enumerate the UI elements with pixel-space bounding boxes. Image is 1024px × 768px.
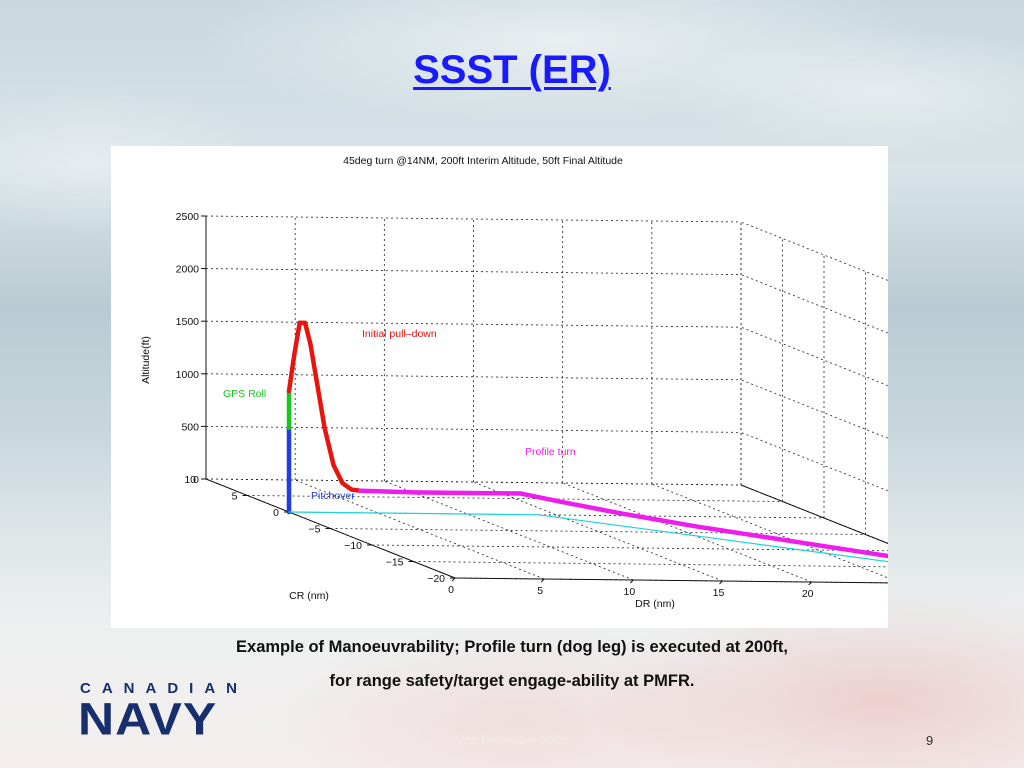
chart-title: 45deg turn @14NM, 200ft Interim Altitude… — [343, 155, 623, 167]
x-tick-label: 0 — [448, 584, 454, 596]
x-axis-label: DR (nm) — [635, 598, 675, 610]
box-edge — [740, 484, 888, 544]
y-tick-label: 0 — [273, 507, 279, 519]
x-tick-label: 15 — [713, 587, 725, 599]
caption-line-2: for range safety/target engage-ability a… — [329, 672, 695, 690]
y-axis-label: CR (nm) — [289, 590, 329, 602]
caption-line-1: Example of Manoeuvrability; Profile turn… — [236, 638, 788, 656]
y-tick-label: 5 — [232, 491, 238, 503]
annotation-gps-roll: GPS Roll — [223, 388, 266, 400]
grid-line — [371, 544, 888, 552]
chart-figure: 0510152025301050−5−10−15−200500100015002… — [111, 146, 888, 628]
grid-line — [205, 426, 742, 433]
annotation-initial-pull-down: Initial pull–down — [362, 328, 437, 340]
y-tick-label: −5 — [309, 524, 321, 536]
x-tick-mark — [540, 578, 545, 583]
logo-canadian-text: CANADIAN — [80, 680, 248, 697]
page-number: 9 — [926, 733, 934, 748]
y-tick-label: −15 — [386, 557, 404, 569]
grid-line — [740, 221, 888, 281]
chart-axes: 0510152025301050−5−10−15−200500100015002… — [176, 211, 888, 600]
x-tick-mark — [808, 581, 813, 586]
grid-line — [247, 495, 783, 502]
grid-line — [740, 274, 888, 334]
y-tick-label: −10 — [344, 540, 362, 552]
grid-line — [205, 478, 742, 486]
grid-line — [330, 528, 866, 535]
y-tick-label: −20 — [427, 573, 445, 585]
grid-line — [288, 511, 825, 519]
grid-line — [413, 561, 888, 568]
grid-line — [740, 432, 888, 492]
grid-line — [205, 320, 742, 328]
grid-line — [740, 326, 888, 387]
z-tick-label: 2000 — [176, 264, 200, 276]
x-tick-label: 20 — [802, 588, 814, 600]
z-tick-label: 0 — [193, 474, 199, 486]
x-tick-mark — [719, 580, 723, 585]
grid-line — [205, 215, 742, 223]
annotation-profile-turn: Profile turn — [525, 446, 576, 458]
x-axis-line — [454, 577, 888, 584]
x-tick-label: 5 — [537, 585, 543, 597]
x-tick-mark — [629, 579, 634, 584]
z-tick-label: 1500 — [176, 316, 200, 328]
z-tick-label: 1000 — [176, 369, 200, 381]
z-tick-label: 2500 — [176, 211, 200, 223]
chart-series — [286, 320, 888, 563]
series-profile-turn — [358, 488, 888, 559]
z-tick-label: 500 — [181, 421, 199, 433]
annotation-pitchover: Pitchover — [311, 490, 355, 502]
grid-line — [740, 379, 888, 439]
slide-title: SSST (ER) — [413, 48, 611, 92]
series-ground-track — [288, 511, 888, 563]
x-tick-label: 10 — [623, 586, 635, 598]
chart-grid — [205, 215, 888, 584]
series-initial-pull-down — [286, 320, 363, 493]
y-tick-label: 10 — [184, 474, 196, 486]
grid-line — [205, 268, 742, 275]
logo-navy-text: NAVY — [78, 693, 218, 745]
footer-date: 2nd November 2005 — [457, 733, 567, 747]
chart-3d-plot: 0510152025301050−5−10−15−200500100015002… — [140, 155, 888, 610]
grid-line — [651, 483, 888, 579]
grid-line — [205, 373, 742, 381]
z-axis-label: Altitude(ft) — [140, 336, 152, 384]
